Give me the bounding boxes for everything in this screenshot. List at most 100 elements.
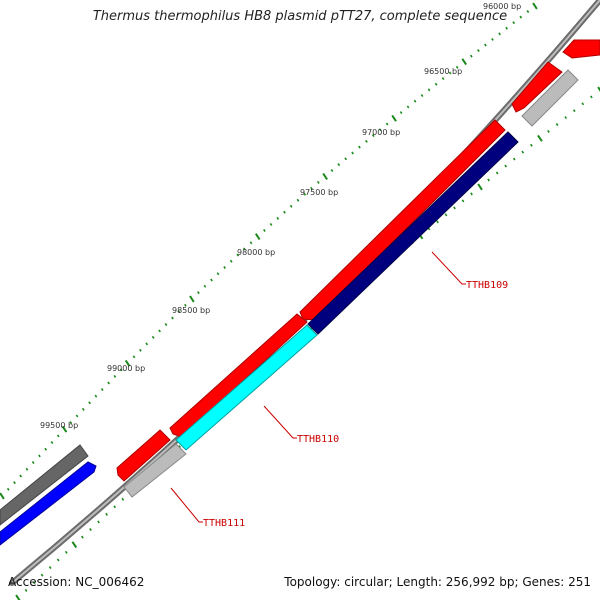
feature-bar-dark[interactable] <box>0 444 89 526</box>
minor-tick <box>6 487 10 491</box>
minor-tick <box>44 447 48 451</box>
inner-minor-tick <box>487 178 490 182</box>
inner-minor-tick <box>495 171 499 175</box>
minor-tick <box>413 99 417 103</box>
gene-arrow-forward[interactable] <box>116 429 171 482</box>
gene-labels: TTHB109 TTHB110 TTHB111 <box>203 280 508 529</box>
minor-tick <box>171 316 174 320</box>
minor-tick <box>197 291 200 295</box>
minor-tick <box>31 461 35 465</box>
gene-arrow-forward[interactable] <box>511 61 563 113</box>
inner-minor-tick <box>453 206 456 210</box>
minor-tick <box>164 322 168 326</box>
inner-major-tick <box>71 541 78 549</box>
minor-tick <box>236 253 240 257</box>
minor-tick <box>310 186 313 190</box>
gene-label-TTHB109[interactable]: TTHB109 <box>466 280 508 291</box>
gene-arrow-forward[interactable] <box>169 313 308 438</box>
accession-text: Accession: NC_006462 <box>8 575 145 589</box>
minor-tick <box>25 467 29 471</box>
minor-tick <box>119 368 123 372</box>
inner-minor-tick <box>40 573 44 577</box>
ruler-label-97000: 97000 bp <box>362 128 400 137</box>
minor-tick <box>113 374 117 378</box>
gene-arrow-forward[interactable] <box>299 119 506 321</box>
lower-left-features <box>0 444 97 546</box>
minor-tick <box>296 198 300 202</box>
gene-label-TTHB110[interactable]: TTHB110 <box>297 434 339 445</box>
ruler-label-96000: 96000 bp <box>483 2 521 11</box>
gene-bar-TTHB109[interactable] <box>307 131 519 335</box>
minor-tick <box>406 105 410 109</box>
ruler-label-98000: 98000 bp <box>237 248 275 257</box>
minor-tick <box>216 272 220 276</box>
minor-tick <box>434 82 438 86</box>
minor-tick <box>203 284 207 288</box>
minor-tick <box>358 145 361 149</box>
gene-bar-grey[interactable] <box>521 69 579 127</box>
minor-tick <box>269 222 273 226</box>
minor-tick <box>289 204 293 208</box>
gene-arrow-forward[interactable] <box>562 39 600 59</box>
inner-minor-tick <box>48 566 52 570</box>
ruler-labels: 96000 bp 96500 bp 97000 bp 97500 bp 9800… <box>40 2 521 430</box>
minor-tick <box>56 434 60 438</box>
minor-tick <box>88 401 91 405</box>
minor-tick <box>484 43 487 47</box>
inner-minor-tick <box>512 157 516 161</box>
major-tick <box>124 359 131 367</box>
minor-tick <box>276 216 280 220</box>
ruler-label-96500: 96500 bp <box>424 67 462 76</box>
ruler-label-99000: 99000 bp <box>107 364 145 373</box>
inner-minor-tick <box>461 199 465 203</box>
minor-tick <box>151 335 155 339</box>
minor-tick <box>283 210 286 214</box>
minor-tick <box>100 388 104 392</box>
major-tick <box>189 295 195 303</box>
inner-minor-tick <box>564 116 568 120</box>
major-tick <box>461 58 468 66</box>
gene-arrow-blue[interactable] <box>0 461 97 546</box>
minor-tick <box>477 49 480 53</box>
inner-minor-tick <box>521 150 525 154</box>
inner-minor-tick <box>24 588 28 592</box>
inner-minor-tick <box>530 143 533 147</box>
inner-minor-tick <box>581 102 585 106</box>
inner-minor-tick <box>470 192 473 196</box>
gene-bar-TTHB110[interactable] <box>175 324 318 451</box>
minor-tick <box>38 454 41 458</box>
backbone-ring <box>9 0 600 586</box>
inner-major-tick <box>15 594 21 600</box>
major-tick <box>254 233 261 241</box>
minor-tick <box>139 348 142 352</box>
minor-tick <box>519 15 523 19</box>
minor-tick <box>132 355 136 359</box>
minor-tick <box>107 381 110 385</box>
minor-tick <box>184 303 187 307</box>
inner-major-tick <box>537 134 543 142</box>
inner-minor-tick <box>590 95 593 99</box>
minor-tick <box>94 394 98 398</box>
reverse-strand-features <box>123 69 579 498</box>
gene-label-TTHB111[interactable]: TTHB111 <box>203 518 245 529</box>
minor-tick <box>19 474 23 478</box>
minor-tick <box>81 407 85 411</box>
minor-tick <box>263 228 266 232</box>
minor-tick <box>399 111 403 115</box>
inner-minor-tick <box>121 497 125 501</box>
inner-minor-tick <box>113 505 117 509</box>
minor-tick <box>498 32 501 36</box>
minor-tick <box>145 342 149 346</box>
inner-minor-tick <box>105 512 108 516</box>
minor-tick <box>455 65 459 69</box>
minor-tick <box>526 10 530 14</box>
minor-tick <box>378 128 382 132</box>
inner-minor-tick <box>97 520 100 524</box>
minor-tick <box>337 163 341 167</box>
major-tick <box>532 2 538 10</box>
minor-tick <box>330 169 334 173</box>
gene-bar-TTHB111[interactable] <box>123 443 187 498</box>
minor-tick <box>441 77 445 81</box>
major-tick <box>322 172 328 180</box>
